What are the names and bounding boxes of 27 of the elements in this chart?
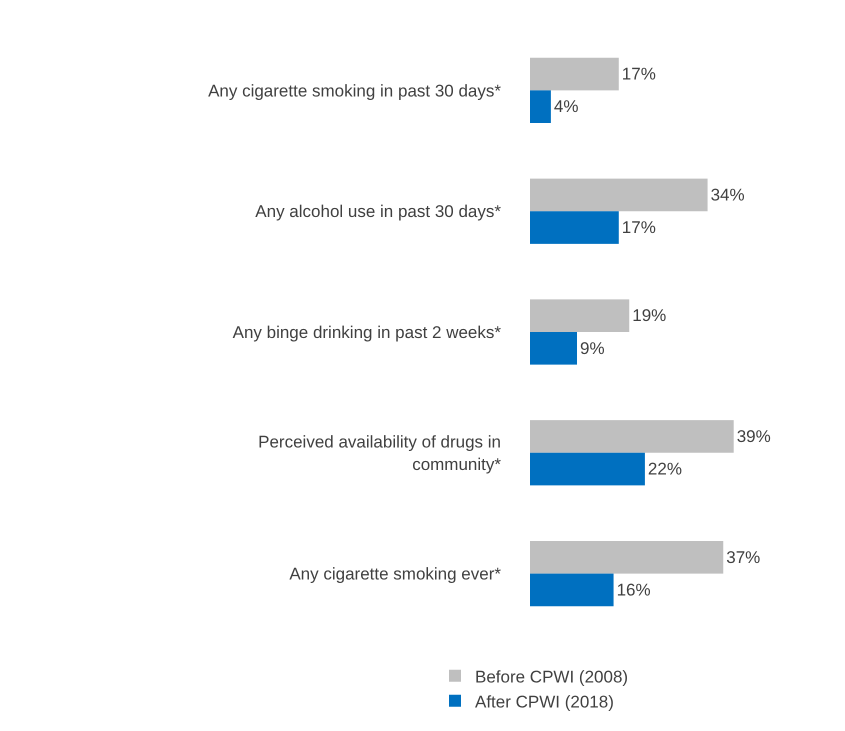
data-label: 19% [632, 306, 666, 326]
data-label: 22% [648, 460, 682, 479]
data-label: 17% [622, 64, 656, 84]
bar [530, 299, 630, 332]
legend-label: Before CPWI (2008) [475, 667, 628, 686]
bar [530, 452, 645, 486]
data-label: 37% [726, 548, 760, 567]
data-label: 39% [736, 426, 771, 446]
y-tick-label: Any binge drinking in past 2 weeks* [232, 322, 502, 342]
data-label: 4% [554, 97, 578, 116]
data-label: 34% [710, 185, 745, 204]
y-tick-label: Any alcohol use in past 30 days* [255, 202, 502, 222]
data-label: 17% [622, 218, 656, 238]
bar [530, 211, 619, 244]
data-label: 16% [616, 580, 651, 600]
bar [530, 178, 708, 212]
y-tick-label: Any cigarette smoking in past 30 days* [208, 81, 502, 100]
bar [530, 332, 578, 365]
bar [530, 420, 734, 453]
y-tick-label: Perceived availability of drugs in community* [258, 432, 502, 474]
data-label: 9% [580, 338, 605, 358]
bar [530, 574, 614, 606]
bar [530, 540, 724, 574]
legend-label: After CPWI (2018) [475, 692, 614, 712]
y-tick-label: Any cigarette smoking ever* [289, 564, 502, 584]
bar [530, 90, 551, 124]
bar [530, 58, 619, 90]
